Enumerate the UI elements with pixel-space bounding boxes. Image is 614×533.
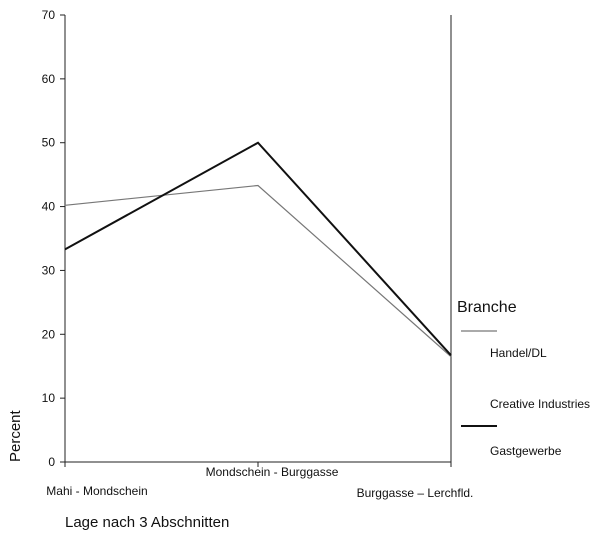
- y-tick-label: 20: [42, 327, 56, 341]
- legend-label: Gastgewerbe: [490, 444, 562, 458]
- x-axis-title: Lage nach 3 Abschnitten: [65, 514, 229, 531]
- legend-label: Creative Industries: [490, 397, 590, 411]
- series-layer: [64, 141, 452, 358]
- y-tick-label: 50: [42, 136, 56, 150]
- y-axis-title: Percent: [7, 409, 24, 462]
- y-tick-label: 70: [42, 8, 56, 22]
- y-tick-label: 30: [42, 263, 56, 277]
- legend: Branche Handel/DL Creative Industries Gast…: [457, 299, 590, 458]
- y-tick-label: 40: [42, 200, 56, 214]
- y-tick-label: 0: [48, 455, 55, 469]
- y-tick-label: 10: [42, 391, 56, 405]
- x-tick-label: Mondschein - Burggasse: [206, 465, 339, 479]
- x-tick-label: Burggasse – Lerchfld.: [357, 486, 474, 500]
- legend-title: Branche: [457, 299, 517, 316]
- y-tick-label: 60: [42, 72, 56, 86]
- series-line-2: [64, 141, 452, 357]
- y-axis-ticks: 0 10 20 30 40 50 60 70: [42, 8, 65, 469]
- legend-label: Handel/DL: [490, 346, 547, 360]
- series-line-0: [64, 184, 452, 358]
- plot-frame: [64, 15, 452, 463]
- x-tick-label: Mahi - Mondschein: [46, 484, 147, 498]
- x-axis-ticks: Mahi - Mondschein Mondschein - Burggasse B…: [46, 462, 473, 500]
